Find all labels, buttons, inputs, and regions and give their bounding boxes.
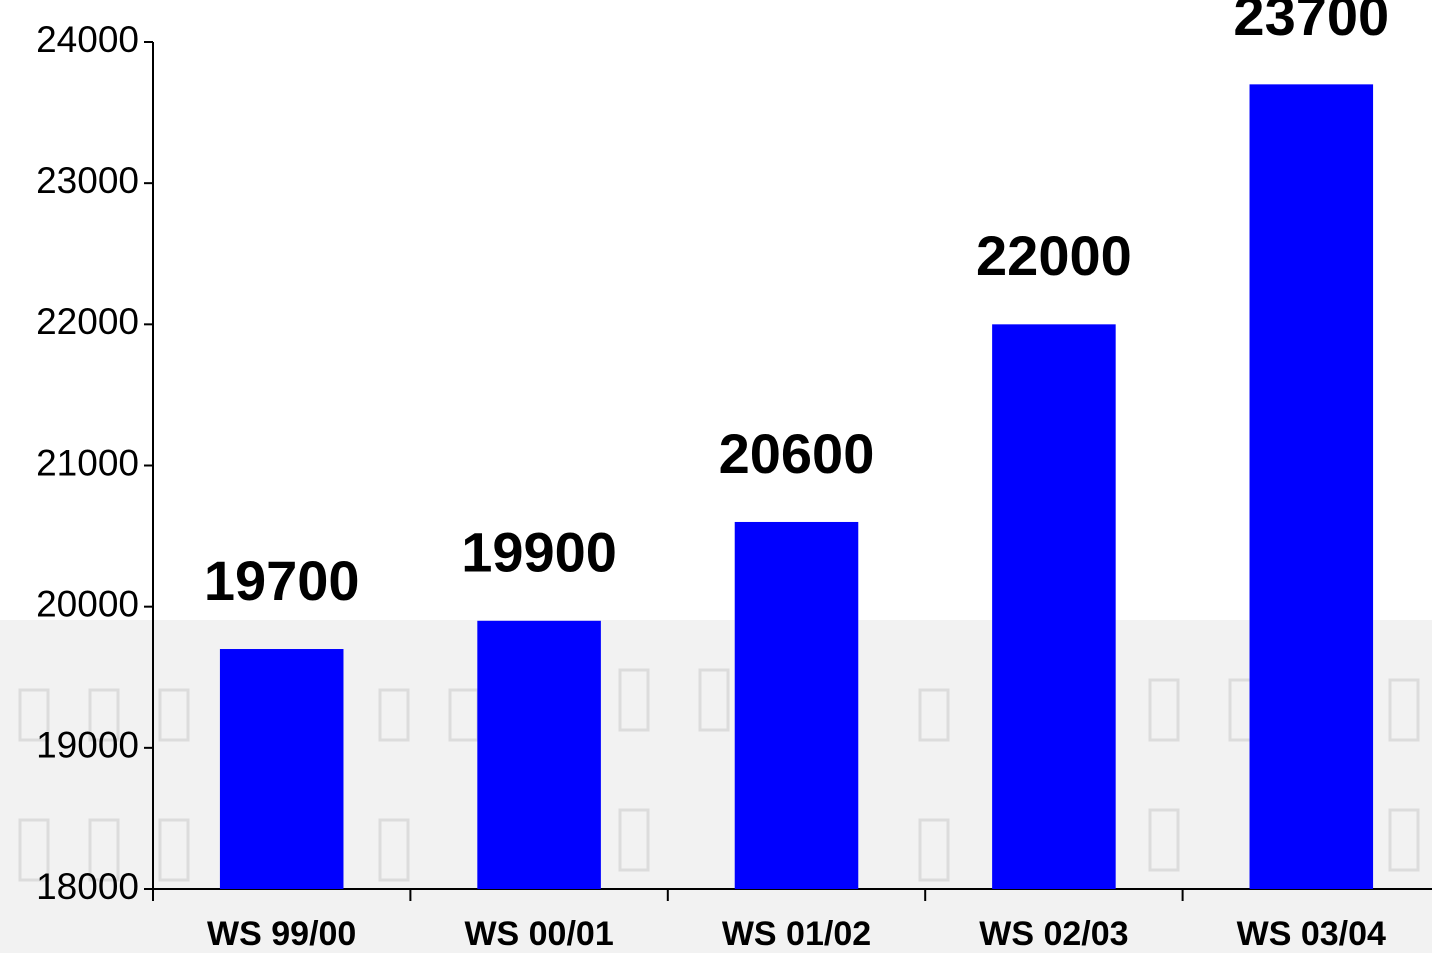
background-windows <box>18 668 1420 882</box>
bar <box>734 521 859 889</box>
y-tick-label: 22000 <box>36 301 139 342</box>
x-tick-label: WS 00/01 <box>464 915 613 953</box>
y-tick-label: 21000 <box>36 442 139 483</box>
bar <box>992 324 1116 889</box>
y-tick-label: 18000 <box>36 866 139 907</box>
bar <box>477 620 601 889</box>
x-tick-label: WS 99/00 <box>207 915 356 953</box>
bar <box>219 649 344 889</box>
y-tick-label: 19000 <box>36 725 139 766</box>
value-label: 19900 <box>461 521 617 584</box>
value-label: 23700 <box>1233 0 1389 47</box>
x-tick-label: WS 01/02 <box>722 915 871 953</box>
y-tick-label: 20000 <box>36 583 139 624</box>
value-label: 22000 <box>976 224 1132 287</box>
value-label: 20600 <box>719 422 875 485</box>
y-tick-label: 24000 <box>36 19 139 60</box>
x-tick-label: WS 03/04 <box>1237 915 1386 953</box>
x-tick-label: WS 02/03 <box>979 915 1128 953</box>
y-tick-label: 23000 <box>36 160 139 201</box>
bar <box>1249 84 1374 890</box>
value-label: 19700 <box>204 549 360 612</box>
